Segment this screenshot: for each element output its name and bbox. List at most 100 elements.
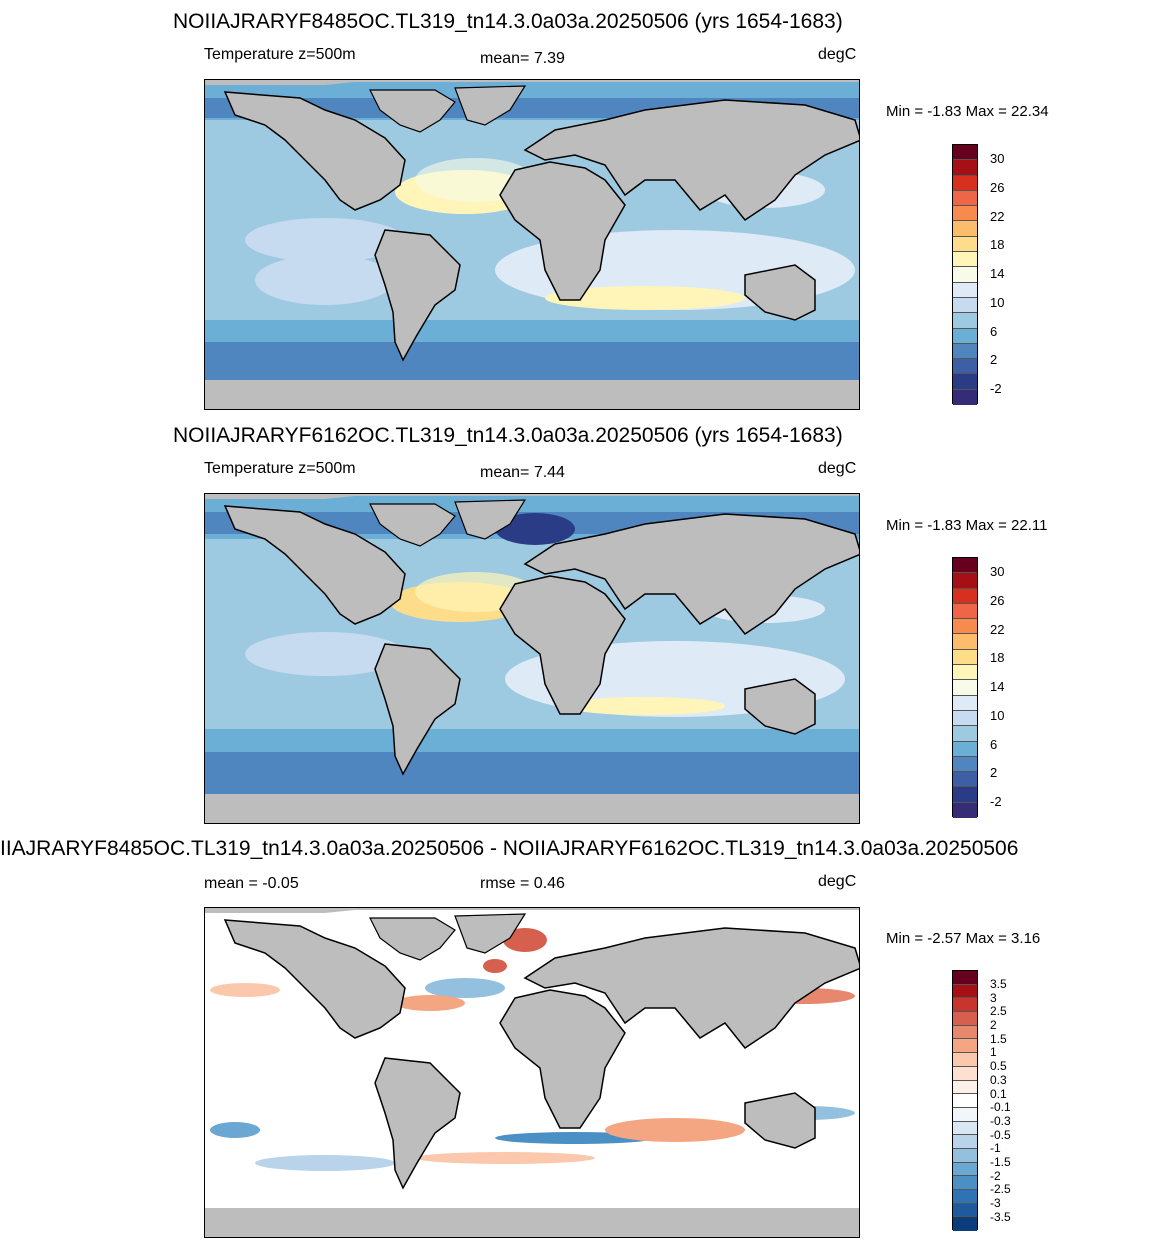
colorbar-label: -1.5	[990, 1155, 1011, 1169]
panel-2-colorbar	[952, 557, 978, 819]
panel-3-colorbar	[952, 970, 978, 1232]
colorbar-swatch	[953, 998, 977, 1013]
colorbar-swatch	[953, 588, 977, 604]
colorbar-swatch	[953, 359, 977, 375]
colorbar-label: 3	[990, 991, 997, 1005]
colorbar-swatch	[953, 984, 977, 999]
colorbar-swatch	[953, 160, 977, 176]
colorbar-swatch	[953, 756, 977, 773]
panel-1-temperature-map	[204, 79, 860, 410]
colorbar-swatch	[953, 1039, 977, 1054]
colorbar-swatch	[953, 282, 977, 298]
colorbar-swatch	[953, 343, 977, 360]
panel-3-rmse-label: rmse = 0.46	[480, 875, 565, 892]
panel-1-colorbar	[952, 144, 978, 406]
panel-3-title: IIAJRARYF8485OC.TL319_tn14.3.0a03a.20250…	[0, 837, 1019, 860]
colorbar-swatch	[953, 1012, 977, 1026]
panel-1-mean-label: mean= 7.39	[480, 50, 565, 67]
panel-3-mean-label: mean = -0.05	[204, 875, 299, 892]
colorbar-label: 0.3	[990, 1073, 1007, 1087]
colorbar-label: 2	[990, 1018, 997, 1032]
colorbar-swatch	[953, 1148, 977, 1163]
panel-1-title: NOIIAJRARYF8485OC.TL319_tn14.3.0a03a.202…	[173, 10, 843, 33]
colorbar-swatch	[953, 741, 977, 757]
colorbar-label: -0.5	[990, 1128, 1011, 1142]
colorbar-label: 26	[990, 593, 1005, 608]
colorbar-swatch	[953, 1107, 977, 1122]
colorbar-swatch	[953, 695, 977, 711]
colorbar-label: 0.1	[990, 1087, 1007, 1101]
colorbar-swatch	[953, 680, 977, 696]
colorbar-swatch	[953, 236, 977, 253]
colorbar-swatch	[953, 145, 977, 161]
colorbar-swatch	[953, 1121, 977, 1136]
colorbar-swatch	[953, 221, 977, 237]
colorbar-label: 2.5	[990, 1004, 1007, 1018]
panel-2-units-label: degC	[818, 460, 857, 477]
colorbar-label: 22	[990, 622, 1005, 637]
colorbar-swatch	[953, 772, 977, 788]
panel-2-variable-label: Temperature z=500m	[204, 460, 356, 477]
colorbar-swatch	[953, 1217, 977, 1232]
colorbar-swatch	[953, 649, 977, 666]
colorbar-label: -2	[990, 1169, 1001, 1183]
colorbar-swatch	[953, 1135, 977, 1149]
colorbar-swatch	[953, 1080, 977, 1095]
colorbar-label: 18	[990, 237, 1005, 252]
colorbar-label: 10	[990, 295, 1005, 310]
colorbar-swatch	[953, 1203, 977, 1218]
colorbar-label: -3.5	[990, 1210, 1011, 1224]
colorbar-label: 6	[990, 324, 998, 339]
colorbar-label: 6	[990, 737, 998, 752]
colorbar-swatch	[953, 1094, 977, 1108]
colorbar-swatch	[953, 267, 977, 283]
panel-3-units-label: degC	[818, 873, 857, 890]
colorbar-label: 18	[990, 650, 1005, 665]
colorbar-label: 14	[990, 266, 1005, 281]
colorbar-label: 1	[990, 1045, 997, 1059]
colorbar-label: 2	[990, 765, 998, 780]
colorbar-swatch	[953, 558, 977, 574]
colorbar-label: -1	[990, 1141, 1001, 1155]
colorbar-label: 22	[990, 209, 1005, 224]
colorbar-label: 30	[990, 151, 1005, 166]
panel-1-units-label: degC	[818, 46, 857, 63]
colorbar-swatch	[953, 206, 977, 222]
panel-2-title: NOIIAJRARYF6162OC.TL319_tn14.3.0a03a.202…	[173, 424, 843, 447]
colorbar-label: -0.3	[990, 1114, 1011, 1128]
colorbar-swatch	[953, 1066, 977, 1081]
colorbar-label: 3.5	[990, 977, 1007, 991]
colorbar-swatch	[953, 313, 977, 329]
panel-2-mean-label: mean= 7.44	[480, 464, 565, 481]
colorbar-swatch	[953, 634, 977, 650]
colorbar-swatch	[953, 252, 977, 268]
colorbar-swatch	[953, 1176, 977, 1190]
colorbar-swatch	[953, 389, 977, 406]
panel-2-temperature-map	[204, 493, 860, 824]
colorbar-swatch	[953, 971, 977, 985]
colorbar-label: 2	[990, 352, 998, 367]
colorbar-label: -2	[990, 794, 1002, 809]
colorbar-label: 1.5	[990, 1032, 1007, 1046]
colorbar-label: 10	[990, 708, 1005, 723]
colorbar-swatch	[953, 374, 977, 390]
colorbar-swatch	[953, 726, 977, 742]
colorbar-label: 30	[990, 564, 1005, 579]
panel-3-difference-map	[204, 907, 860, 1238]
colorbar-swatch	[953, 619, 977, 635]
panel-1-minmax-label: Min = -1.83 Max = 22.34	[886, 103, 1049, 120]
colorbar-swatch	[953, 710, 977, 727]
panel-1-variable-label: Temperature z=500m	[204, 46, 356, 63]
panel-2-minmax-label: Min = -1.83 Max = 22.11	[886, 517, 1048, 534]
colorbar-swatch	[953, 297, 977, 314]
colorbar-swatch	[953, 1162, 977, 1177]
colorbar-label: 0.5	[990, 1059, 1007, 1073]
colorbar-swatch	[953, 175, 977, 191]
colorbar-swatch	[953, 665, 977, 681]
colorbar-swatch	[953, 573, 977, 589]
colorbar-swatch	[953, 328, 977, 344]
colorbar-label: -0.1	[990, 1100, 1011, 1114]
colorbar-swatch	[953, 603, 977, 620]
colorbar-swatch	[953, 802, 977, 819]
colorbar-label: 14	[990, 679, 1005, 694]
